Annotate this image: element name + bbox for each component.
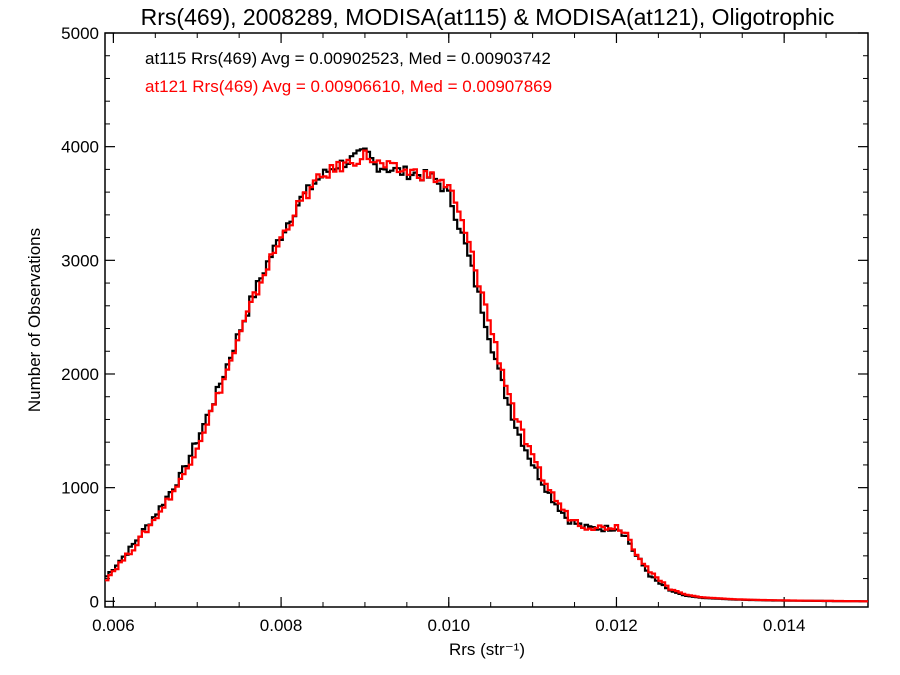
series-line-at121 [105, 149, 868, 603]
y-tick-label: 3000 [61, 251, 99, 270]
y-tick-label: 1000 [61, 479, 99, 498]
x-tick-label: 0.008 [260, 616, 303, 635]
x-tick-label: 0.010 [427, 616, 470, 635]
y-tick-label: 0 [90, 592, 99, 611]
x-tick-label: 0.006 [92, 616, 135, 635]
x-axis-label: Rrs (str⁻¹) [449, 640, 525, 659]
y-tick-label: 2000 [61, 365, 99, 384]
series-line-at115 [105, 147, 868, 603]
x-tick-label: 0.014 [763, 616, 806, 635]
y-tick-label: 5000 [61, 24, 99, 43]
legend-entry-at121: at121 Rrs(469) Avg = 0.00906610, Med = 0… [145, 77, 552, 96]
chart-title: Rrs(469), 2008289, MODISA(at115) & MODIS… [140, 4, 835, 30]
x-tick-label: 0.012 [595, 616, 638, 635]
y-axis-label: Number of Observations [25, 228, 44, 412]
y-tick-label: 4000 [61, 138, 99, 157]
legend-entry-at115: at115 Rrs(469) Avg = 0.00902523, Med = 0… [145, 49, 551, 68]
series-lines [105, 147, 868, 603]
axis-ticks: 0.006 0.008 0.010 0.012 0.014 0 1000 2000 3000 40… [61, 24, 869, 635]
plot-frame [104, 32, 869, 608]
